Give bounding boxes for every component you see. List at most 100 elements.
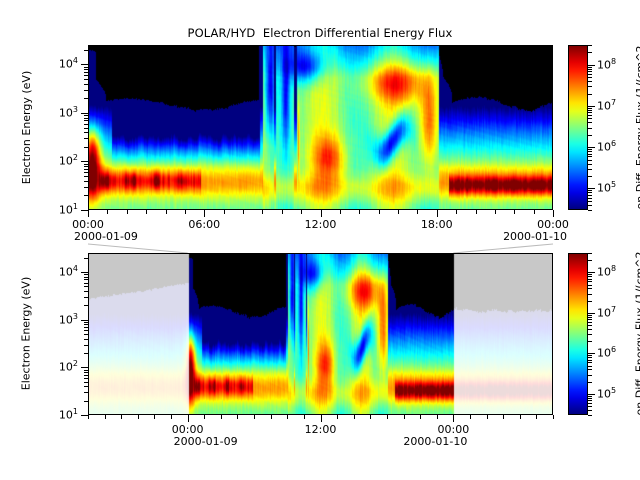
y-tick-minor bbox=[84, 345, 88, 346]
x-tick-date-label: 2000-01-10 bbox=[503, 230, 567, 243]
y-tick-minor bbox=[84, 138, 88, 139]
colorbar-tick-minor bbox=[588, 118, 592, 119]
x-tick-date-label: 2000-01-09 bbox=[74, 230, 138, 243]
x-tick-minor bbox=[254, 415, 255, 419]
colorbar-tick-minor bbox=[588, 400, 592, 401]
y-tick-minor bbox=[84, 166, 88, 167]
colorbar-tick-minor bbox=[588, 149, 592, 150]
colorbar-tick-minor bbox=[588, 74, 592, 75]
colorbar-tick-minor bbox=[588, 366, 592, 367]
y-tick-minor bbox=[84, 172, 88, 173]
x-tick-date-label: 2000-01-09 bbox=[173, 435, 238, 448]
y-tick-label: 101 bbox=[58, 201, 78, 217]
x-tick-minor bbox=[379, 210, 380, 214]
y-tick-minor bbox=[84, 118, 88, 119]
y-tick-minor bbox=[84, 50, 88, 51]
y-tick-major bbox=[81, 64, 88, 65]
y-tick-major bbox=[81, 210, 88, 211]
y-tick-minor bbox=[84, 69, 88, 70]
colorbar-tick-minor bbox=[588, 322, 592, 323]
detail-panel[interactable] bbox=[88, 45, 553, 210]
y-tick-minor bbox=[84, 324, 88, 325]
colorbar-tick-minor bbox=[588, 45, 592, 46]
colorbar-tick-minor bbox=[588, 288, 592, 289]
x-tick-label: 00:00 bbox=[72, 218, 104, 231]
context-panel-plot-area[interactable] bbox=[88, 253, 553, 415]
y-tick-minor bbox=[84, 132, 88, 133]
y-tick-major bbox=[81, 161, 88, 162]
colorbar-tick-minor bbox=[588, 115, 592, 116]
colorbar-tick-major bbox=[588, 353, 595, 354]
y-tick-minor bbox=[84, 187, 88, 188]
x-tick-minor bbox=[105, 415, 106, 419]
page-title: POLAR/HYD Electron Differential Energy F… bbox=[187, 26, 453, 40]
x-tick-minor bbox=[503, 415, 504, 419]
x-tick-minor bbox=[536, 415, 537, 419]
x-tick-minor bbox=[171, 415, 172, 419]
x-tick-major bbox=[88, 210, 89, 217]
colorbar-tick-label: 108 bbox=[597, 264, 617, 279]
y-tick-minor bbox=[84, 72, 88, 73]
colorbar-tick-minor bbox=[588, 315, 592, 316]
y-tick-label: 103 bbox=[58, 311, 78, 327]
detail-spectrogram[interactable] bbox=[89, 46, 552, 209]
x-tick-minor bbox=[404, 415, 405, 419]
y-tick-minor bbox=[84, 386, 88, 387]
colorbar-tick-minor bbox=[588, 160, 592, 161]
x-tick-minor bbox=[107, 210, 108, 214]
colorbar-tick-minor bbox=[588, 403, 592, 404]
y-tick-minor bbox=[84, 370, 88, 371]
context-panel[interactable] bbox=[88, 253, 553, 415]
y-tick-minor bbox=[84, 128, 88, 129]
colorbar-tick-minor bbox=[588, 71, 592, 72]
x-tick-major bbox=[437, 210, 438, 217]
x-tick-minor bbox=[520, 415, 521, 419]
context-colorbar-label: on Diff. Energy Flux (1/(cm^2 bbox=[633, 251, 640, 416]
context-spectrogram[interactable] bbox=[89, 254, 552, 414]
colorbar-tick-label: 105 bbox=[597, 385, 617, 401]
x-tick-major bbox=[321, 210, 322, 217]
detail-panel-plot-area[interactable] bbox=[88, 45, 553, 210]
x-tick-label: 00:00 bbox=[537, 218, 569, 231]
colorbar-tick-label: 106 bbox=[597, 139, 617, 154]
colorbar-tick-minor bbox=[588, 319, 592, 320]
colorbar-tick-major bbox=[588, 313, 595, 314]
colorbar-tick-major bbox=[588, 65, 595, 66]
x-tick-minor bbox=[387, 415, 388, 419]
y-tick-label: 101 bbox=[58, 406, 78, 422]
y-tick-minor bbox=[84, 147, 88, 148]
colorbar-tick-minor bbox=[588, 205, 592, 206]
detail-colorbar bbox=[568, 45, 588, 210]
colorbar-tick-minor bbox=[588, 112, 592, 113]
detail-colorbar-gradient bbox=[569, 46, 587, 209]
colorbar-tick-major bbox=[588, 106, 595, 107]
colorbar-tick-minor bbox=[588, 398, 592, 399]
colorbar-tick-minor bbox=[588, 396, 592, 397]
y-tick-minor bbox=[84, 286, 88, 287]
y-tick-minor bbox=[84, 353, 88, 354]
colorbar-tick-minor bbox=[588, 94, 592, 95]
y-tick-minor bbox=[84, 330, 88, 331]
x-tick-major bbox=[321, 415, 322, 422]
colorbar-tick-minor bbox=[588, 192, 592, 193]
colorbar-tick-minor bbox=[588, 253, 592, 254]
colorbar-tick-minor bbox=[588, 77, 592, 78]
y-tick-minor bbox=[84, 378, 88, 379]
colorbar-tick-minor bbox=[588, 201, 592, 202]
colorbar-tick-minor bbox=[588, 279, 592, 280]
x-tick-minor bbox=[487, 415, 488, 419]
colorbar-tick-label: 107 bbox=[597, 304, 617, 320]
colorbar-tick-major bbox=[588, 147, 595, 148]
colorbar-tick-minor bbox=[588, 341, 592, 342]
colorbar-tick-minor bbox=[588, 325, 592, 326]
x-tick-minor bbox=[437, 415, 438, 419]
y-tick-major bbox=[81, 367, 88, 368]
y-tick-minor bbox=[84, 305, 88, 306]
x-tick-label: 12:00 bbox=[304, 218, 337, 231]
colorbar-tick-minor bbox=[588, 176, 592, 177]
context-colorbar bbox=[568, 253, 588, 415]
y-tick-major bbox=[81, 415, 88, 416]
colorbar-tick-minor bbox=[588, 67, 592, 68]
colorbar-tick-minor bbox=[588, 357, 592, 358]
y-tick-major bbox=[81, 320, 88, 321]
